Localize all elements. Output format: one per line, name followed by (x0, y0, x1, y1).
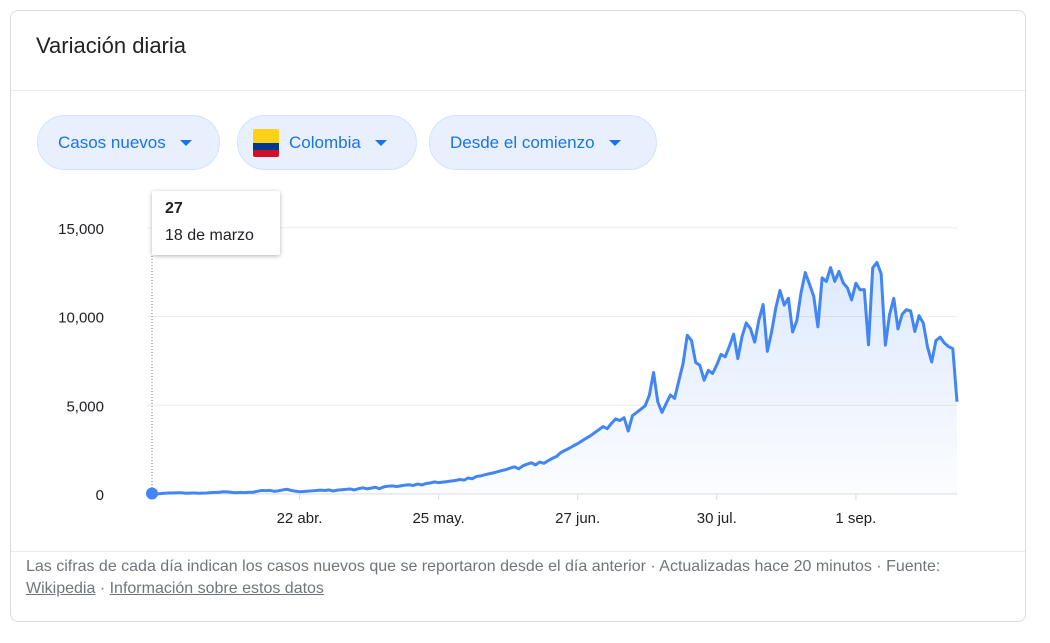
x-tick-label: 30 jul. (697, 510, 737, 527)
hover-tooltip: 27 18 de marzo (152, 191, 280, 255)
x-tick-label: 1 sep. (835, 510, 876, 527)
footer-source-prefix: · Fuente: (876, 558, 941, 575)
footer-note: Las cifras de cada día indican los casos… (26, 556, 966, 600)
cases-area (152, 262, 957, 494)
range-dropdown[interactable]: Desde el comienzo (429, 115, 657, 170)
y-tick-label: 15,000 (58, 221, 104, 238)
footer-text: Las cifras de cada día indican los casos… (26, 558, 872, 575)
wikipedia-link[interactable]: Wikipedia (26, 580, 96, 597)
about-data-link[interactable]: Información sobre estos datos (109, 580, 324, 597)
hover-point[interactable] (146, 487, 158, 500)
tooltip-date: 18 de marzo (165, 227, 254, 244)
tooltip-value: 27 (165, 200, 183, 217)
x-tick-label: 25 may. (412, 510, 464, 527)
chevron-down-icon (608, 139, 621, 146)
country-dropdown-label: Colombia (289, 132, 361, 152)
colombia-flag-icon (253, 128, 279, 157)
chevron-down-icon (179, 139, 192, 146)
chevron-down-icon (374, 139, 387, 146)
footer-separator: · (99, 580, 106, 597)
metric-dropdown[interactable]: Casos nuevos (37, 115, 220, 170)
country-dropdown[interactable]: Colombia (237, 115, 417, 170)
y-tick-label: 10,000 (58, 310, 104, 327)
footer-divider (11, 551, 1025, 552)
x-tick-label: 27 jun. (555, 510, 600, 527)
y-tick-label: 5,000 (66, 398, 104, 415)
header-divider (11, 90, 1025, 91)
range-dropdown-label: Desde el comienzo (450, 132, 595, 152)
x-tick-label: 22 abr. (277, 510, 323, 527)
metric-dropdown-label: Casos nuevos (58, 132, 166, 152)
card-title: Variación diaria (36, 33, 187, 58)
y-tick-label: 0 (96, 487, 104, 504)
cases-series-line (151, 260, 959, 496)
